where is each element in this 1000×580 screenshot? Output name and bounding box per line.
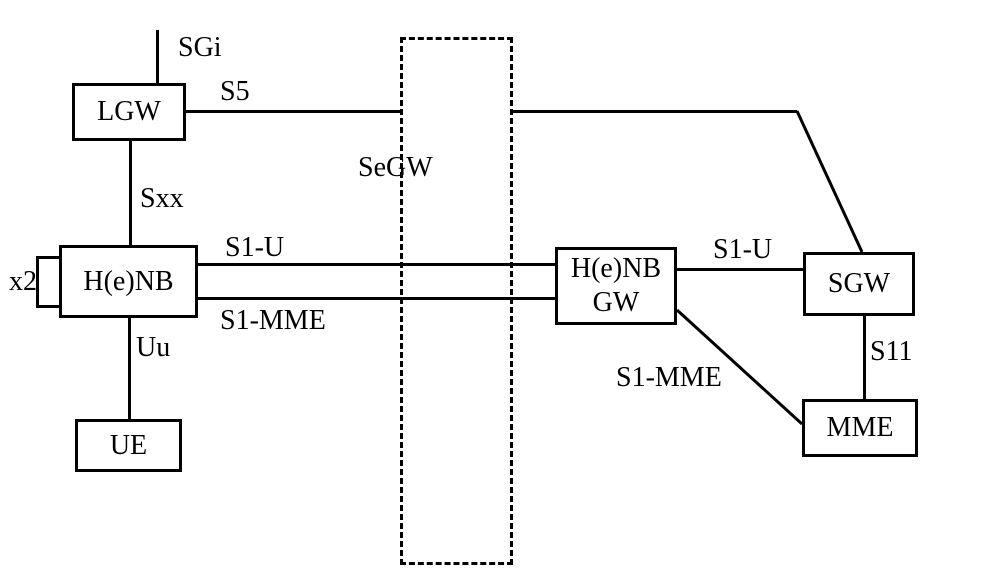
sgw-node: SGW [803,252,915,316]
ue-label: UE [110,429,147,463]
s1mme-label-1: S1-MME [220,305,326,337]
s1u-label-1: S1-U [225,232,284,264]
sxx-label: Sxx [140,183,184,215]
s1u-label-2: S1-U [713,234,772,266]
ue-node: UE [75,419,182,472]
uu-label: Uu [136,332,170,364]
lgw-label: LGW [97,95,161,129]
henb-node: H(e)NB [59,245,198,318]
henb-label: H(e)NB [83,265,173,299]
lgw-node: LGW [72,83,186,141]
mme-node: MME [802,399,918,457]
sgw-label: SGW [828,267,890,301]
mme-label: MME [827,411,894,445]
s5-label: S5 [220,76,250,108]
s11-label: S11 [870,336,913,368]
x2-label: x2 [9,266,37,298]
henbgw-label: H(e)NB GW [571,252,661,319]
edge-s5-to-sgw [797,111,862,252]
network-diagram: LGW H(e)NB UE H(e)NB GW SGW MME SGi S5 S… [0,0,1000,580]
segw-label: SeGW [358,152,433,184]
s1mme-label-2: S1-MME [616,362,722,394]
henbgw-node: H(e)NB GW [555,247,677,325]
sgi-label: SGi [178,32,222,64]
